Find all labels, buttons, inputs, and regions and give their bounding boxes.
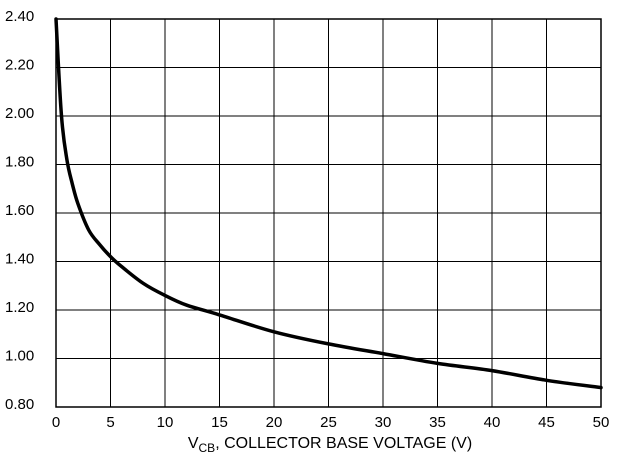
x-tick-label: 30: [375, 414, 392, 431]
y-tick-label: 2.40: [5, 8, 34, 25]
x-tick-label: 20: [266, 414, 283, 431]
y-tick-label: 2.00: [5, 105, 34, 122]
y-tick-label: 2.20: [5, 57, 34, 74]
series-line: [54, 17, 603, 390]
x-tick-label: 15: [211, 414, 228, 431]
x-tick-label: 35: [429, 414, 446, 431]
x-tick-label: 50: [593, 414, 610, 431]
plot-frame: [55, 18, 602, 408]
y-tick-label: 1.60: [5, 202, 34, 219]
x-axis-label-suffix: , COLLECTOR BASE VOLTAGE (V): [215, 435, 472, 452]
series: [54, 17, 603, 390]
y-tick-label: 1.20: [5, 299, 34, 316]
y-tick-label: 1.80: [5, 154, 34, 171]
y-axis-ticks: 0.80 1.00 1.20 1.40 1.60 1.80 2.00 2.20 2.40: [5, 8, 34, 413]
x-axis-ticks: 0 5 10 15 20 25 30 35 40 45 50: [52, 414, 610, 431]
y-tick-label: 0.80: [5, 396, 34, 413]
y-tick-label: 1.40: [5, 251, 34, 268]
y-tick-label: 1.00: [5, 348, 34, 365]
x-tick-label: 40: [484, 414, 501, 431]
x-axis-label: VCB, COLLECTOR BASE VOLTAGE (V): [188, 435, 472, 455]
x-tick-label: 0: [52, 414, 60, 431]
x-tick-label: 5: [106, 414, 114, 431]
grid: [55, 18, 602, 408]
x-tick-label: 25: [320, 414, 337, 431]
x-axis-label-subscript: CB: [199, 441, 216, 455]
x-tick-label: 45: [538, 414, 555, 431]
x-axis-label-prefix: V: [188, 435, 199, 452]
x-tick-label: 10: [157, 414, 174, 431]
